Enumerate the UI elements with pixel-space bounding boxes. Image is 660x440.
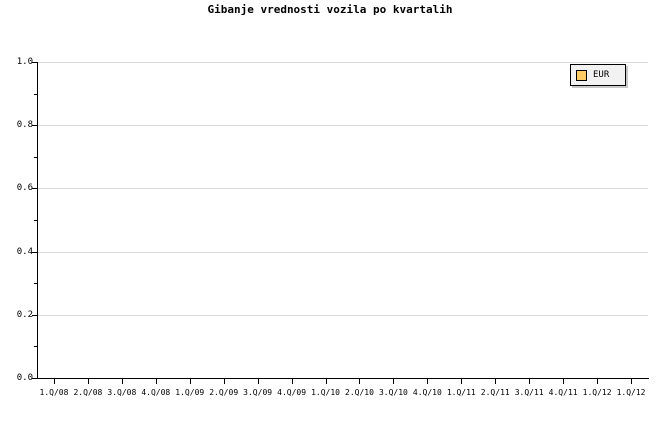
y-axis-tick-major bbox=[32, 125, 37, 127]
x-axis-tick bbox=[122, 379, 123, 384]
x-axis-tick bbox=[258, 379, 259, 384]
y-axis-spine bbox=[37, 62, 38, 379]
x-axis-tick-label: 2.Q/08 bbox=[73, 388, 103, 397]
x-axis-tick bbox=[427, 379, 428, 384]
y-axis-tick-label: 0.8 bbox=[16, 120, 33, 131]
x-axis-tick bbox=[224, 379, 225, 384]
legend-entry-eur[interactable]: EUR bbox=[571, 65, 625, 85]
y-axis-tick-minor bbox=[34, 156, 37, 158]
y-axis-tick-minor bbox=[34, 283, 37, 285]
y-axis-tick-major bbox=[32, 314, 37, 316]
y-axis-tick-minor bbox=[34, 93, 37, 95]
x-axis-tick-label: 3.Q/08 bbox=[107, 388, 137, 397]
gridline bbox=[37, 251, 648, 253]
x-axis-tick-label: 3.Q/10 bbox=[378, 388, 408, 397]
x-axis-tick bbox=[156, 379, 157, 384]
x-axis-tick-label: 3.Q/11 bbox=[514, 388, 544, 397]
x-axis-tick-label: 3.Q/09 bbox=[243, 388, 273, 397]
x-axis-tick-label: 1.Q/08 bbox=[39, 388, 69, 397]
x-axis-tick bbox=[597, 379, 598, 384]
x-axis-tick-label: 2.Q/10 bbox=[345, 388, 374, 397]
legend[interactable]: EUR bbox=[570, 64, 626, 86]
gridline bbox=[37, 314, 648, 316]
x-axis-tick-label: 1.Q/11 bbox=[446, 388, 476, 397]
legend-color-swatch bbox=[576, 69, 587, 81]
plot-background bbox=[37, 62, 648, 378]
x-axis-tick-label: 1.Q/12 bbox=[582, 388, 612, 397]
x-axis-tick bbox=[326, 379, 327, 384]
x-axis-tick bbox=[393, 379, 394, 384]
gridline bbox=[37, 125, 648, 127]
y-axis-tick-label: 0.2 bbox=[16, 309, 33, 320]
x-axis-tick-label: 1.Q/12 bbox=[616, 388, 646, 397]
plot-area bbox=[37, 62, 648, 378]
legend-entry-label: EUR bbox=[593, 69, 610, 80]
x-axis-tick-label: 4.Q/08 bbox=[141, 388, 171, 397]
y-axis-tick-label: 0.0 bbox=[16, 373, 33, 383]
x-axis-tick bbox=[359, 379, 360, 384]
x-axis-tick bbox=[495, 379, 496, 384]
y-axis-labels: 0.0 0.2 0.4 0.6 0.8 1.0 bbox=[0, 0, 33, 440]
x-axis-spine bbox=[37, 378, 649, 379]
x-axis-tick-label: 4.Q/10 bbox=[412, 388, 442, 397]
x-axis-tick-label: 2.Q/11 bbox=[480, 388, 510, 397]
x-axis-tick bbox=[54, 379, 55, 384]
y-axis-tick-label: 0.4 bbox=[16, 246, 33, 257]
x-axis-tick-label: 4.Q/11 bbox=[548, 388, 578, 397]
x-axis-tick bbox=[461, 379, 462, 384]
y-axis-tick-label: 1.0 bbox=[16, 57, 33, 67]
y-axis-tick-major bbox=[32, 62, 37, 63]
x-axis-tick bbox=[190, 379, 191, 384]
gridline bbox=[37, 188, 648, 190]
x-axis-tick bbox=[529, 379, 530, 384]
y-axis-tick-minor bbox=[34, 346, 37, 348]
y-axis-tick-major bbox=[32, 378, 37, 379]
y-axis-tick-major bbox=[32, 188, 37, 190]
x-axis-tick-label: 2.Q/09 bbox=[209, 388, 239, 397]
x-axis-tick-label: 1.Q/10 bbox=[311, 388, 340, 397]
x-axis-tick bbox=[292, 379, 293, 384]
x-axis-tick bbox=[563, 379, 564, 384]
chart-title: Gibanje vrednosti vozila po kvartalih bbox=[207, 3, 453, 16]
gridline bbox=[37, 62, 648, 63]
y-axis-tick-major bbox=[32, 251, 37, 253]
y-axis-tick-label: 0.6 bbox=[16, 183, 33, 194]
x-axis-tick-label: 1.Q/09 bbox=[175, 388, 205, 397]
x-axis-tick-label: 4.Q/09 bbox=[277, 388, 307, 397]
y-axis-tick-minor bbox=[34, 220, 37, 221]
x-axis-tick bbox=[631, 379, 632, 384]
x-axis-tick bbox=[88, 379, 89, 384]
